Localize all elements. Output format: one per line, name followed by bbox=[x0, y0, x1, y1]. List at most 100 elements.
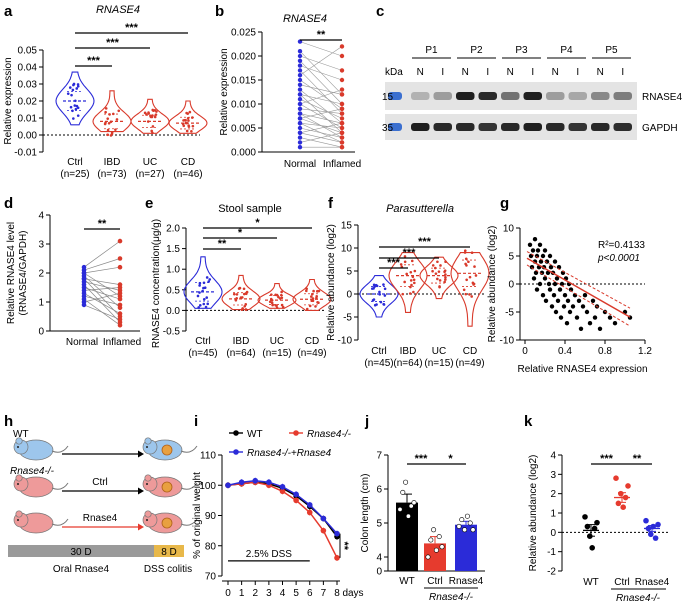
panel-f-sig-label: *** bbox=[418, 236, 432, 248]
panel-f-sig-label: *** bbox=[387, 257, 401, 269]
panel-j-point bbox=[470, 527, 476, 533]
panel-d-inflamed-point bbox=[117, 296, 123, 302]
panel-c-sample-label: P3 bbox=[515, 45, 528, 56]
mouse-ear bbox=[15, 510, 23, 518]
panel-e-title: Stool sample bbox=[218, 203, 282, 215]
panel-g-point bbox=[537, 281, 543, 287]
panel-j-y-tick-label: 5 bbox=[376, 519, 382, 530]
panel-g-point bbox=[580, 304, 586, 309]
panel-g-point bbox=[549, 304, 555, 309]
violin-point bbox=[280, 290, 283, 294]
mouse-ear bbox=[144, 510, 152, 518]
violin-point bbox=[109, 120, 113, 124]
violin-point bbox=[154, 113, 158, 116]
panel-c-band bbox=[411, 123, 430, 131]
panel-b-pair-line bbox=[299, 46, 343, 76]
panel-e-n-label: (n=15) bbox=[262, 348, 291, 359]
panel-k-point bbox=[655, 521, 661, 528]
violin-point bbox=[69, 105, 73, 109]
violin-point bbox=[71, 88, 75, 92]
panel-k-y-tick-label: -2 bbox=[547, 567, 556, 578]
panel-c-band-name: GAPDH bbox=[642, 123, 678, 134]
panel-i-y-tick-label: 110 bbox=[200, 451, 216, 462]
panel-e-sig-label: ** bbox=[218, 238, 227, 250]
panel-j-point bbox=[411, 500, 417, 506]
mouse-colon-icon bbox=[161, 481, 173, 493]
panel-i-legend-label: Rnase4-/-+Rnase4 bbox=[247, 448, 332, 459]
panel-b-normal-point bbox=[297, 73, 303, 78]
panel-c-lane-label: N bbox=[507, 67, 514, 78]
panel-b-normal-point bbox=[297, 135, 303, 140]
violin-point bbox=[182, 124, 186, 128]
panel-g-point bbox=[537, 242, 543, 247]
panel-c-band bbox=[613, 92, 632, 100]
violin-point bbox=[472, 283, 475, 286]
panel-b-inflamed-point bbox=[339, 106, 345, 112]
panel-c-band bbox=[546, 92, 565, 100]
violin-point bbox=[187, 124, 190, 127]
panel-b-pair-line bbox=[299, 108, 343, 114]
violin-point bbox=[281, 305, 285, 309]
panel-b-normal-point bbox=[297, 82, 303, 88]
panel-f-x-label: UC bbox=[432, 346, 446, 357]
panel-j-point bbox=[439, 544, 445, 550]
panel-g-point bbox=[544, 259, 550, 264]
violin-point bbox=[270, 299, 274, 302]
mouse-ear bbox=[144, 437, 152, 445]
panel-c-lane-label: I bbox=[531, 67, 534, 78]
panel-label-g: g bbox=[500, 195, 509, 212]
panel-a-n-label: (n=46) bbox=[173, 169, 202, 180]
violin-point bbox=[316, 300, 319, 304]
violin-point bbox=[382, 283, 385, 286]
violin-point bbox=[75, 87, 79, 90]
panel-i-x-axis-label: days bbox=[342, 588, 363, 599]
violin-point bbox=[468, 275, 472, 279]
panel-b-sig-label: ** bbox=[317, 29, 326, 41]
panel-b-y-axis-label: Relative expression bbox=[219, 48, 230, 135]
violin-point bbox=[143, 111, 147, 115]
panel-b-normal-point bbox=[297, 49, 303, 54]
panel-i-y-tick-label: 70 bbox=[205, 572, 217, 583]
panel-a-y-axis-label: Relative expression bbox=[3, 57, 14, 144]
panel-d-inflamed-point bbox=[117, 302, 123, 308]
violin-point bbox=[444, 273, 447, 276]
mouse-tail bbox=[51, 518, 69, 526]
panel-g-point bbox=[565, 298, 571, 303]
violin-point bbox=[474, 274, 478, 277]
panel-h-arrow-label: Rnase4 bbox=[83, 513, 118, 524]
mouse-2-start bbox=[13, 510, 69, 534]
violin-point bbox=[408, 292, 412, 295]
panel-label-a: a bbox=[4, 3, 13, 20]
violin-point bbox=[383, 287, 387, 291]
panel-b-y-tick-label: 0.020 bbox=[231, 52, 256, 63]
violin-point bbox=[270, 301, 274, 305]
violin-point bbox=[232, 292, 236, 296]
panel-b-normal-point bbox=[297, 130, 303, 135]
violin-point bbox=[409, 279, 413, 282]
panel-g-point bbox=[558, 315, 564, 320]
panel-i-point bbox=[334, 530, 340, 537]
panel-b-inflamed-point bbox=[339, 44, 345, 49]
violin-point bbox=[431, 264, 435, 267]
violin-point bbox=[467, 260, 470, 264]
violin-point bbox=[242, 292, 246, 296]
violin-point bbox=[71, 109, 74, 113]
panel-a-n-label: (n=73) bbox=[97, 169, 126, 180]
panel-i-x-tick-label: 0 bbox=[225, 588, 231, 599]
panel-k-x-label: Rnase4 bbox=[635, 577, 670, 588]
violin-point bbox=[275, 304, 278, 307]
panel-b-pair-line bbox=[299, 113, 343, 124]
violin-point bbox=[463, 251, 467, 254]
panel-c-lane-label: N bbox=[552, 67, 559, 78]
violin-uc bbox=[419, 256, 459, 300]
panel-e-y-tick-label: 1.5 bbox=[166, 244, 180, 255]
panel-i-x-tick-label: 5 bbox=[293, 588, 299, 599]
panel-k-sig-label: *** bbox=[600, 453, 614, 465]
panel-i-legend-label: Rnase4-/- bbox=[307, 429, 352, 440]
panel-i-x-tick-label: 7 bbox=[321, 588, 327, 599]
panel-b-normal-point bbox=[297, 106, 303, 112]
panel-e-sig-label: * bbox=[255, 217, 260, 229]
panel-j-point bbox=[428, 537, 434, 543]
violin-point bbox=[305, 289, 308, 293]
